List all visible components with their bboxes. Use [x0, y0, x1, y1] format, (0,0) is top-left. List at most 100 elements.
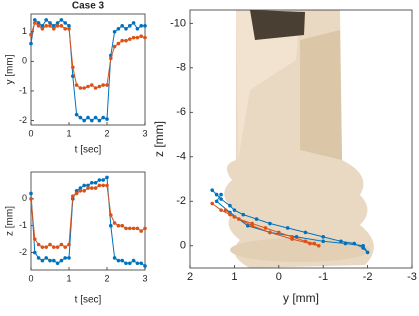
- data-point: [29, 41, 33, 46]
- data-point: [124, 27, 128, 31]
- data-point: [52, 245, 56, 249]
- data-point: [93, 115, 98, 120]
- data-point: [90, 180, 94, 185]
- data-point: [365, 250, 370, 255]
- data-point: [316, 243, 321, 248]
- data-point: [52, 258, 56, 263]
- data-point: [97, 183, 102, 188]
- data-point: [55, 261, 60, 266]
- x-tick-label: 2: [104, 273, 109, 283]
- series-line: [30, 19, 145, 122]
- data-point: [90, 83, 94, 87]
- data-point: [33, 21, 37, 25]
- y-tick-label: -2: [19, 247, 27, 257]
- data-point: [86, 186, 90, 190]
- data-point: [71, 194, 75, 198]
- y-tick-label: -4: [176, 151, 186, 163]
- data-point: [143, 24, 147, 28]
- data-point: [361, 243, 365, 248]
- data-point: [308, 241, 312, 246]
- data-point: [131, 21, 136, 25]
- data-point: [250, 223, 254, 228]
- data-point: [135, 27, 140, 31]
- x-tick-label: 3: [142, 128, 147, 138]
- data-point: [143, 264, 147, 268]
- x-axis-label: y [mm]: [283, 291, 319, 305]
- data-point: [82, 86, 86, 90]
- data-point: [120, 24, 124, 28]
- y-axis-label: z [mm]: [152, 121, 166, 157]
- data-point: [124, 226, 128, 231]
- data-point: [120, 38, 124, 43]
- data-point: [44, 245, 48, 249]
- y-tick-label: -2: [19, 115, 27, 125]
- data-point: [268, 230, 272, 235]
- data-point: [44, 256, 48, 260]
- data-point: [48, 258, 52, 263]
- data-point: [105, 175, 109, 180]
- data-point: [321, 239, 326, 244]
- data-point: [93, 180, 98, 185]
- data-point: [312, 241, 317, 246]
- data-point: [82, 188, 86, 193]
- y-tick-label: -1: [19, 85, 27, 95]
- data-point: [63, 21, 67, 25]
- data-point: [116, 41, 121, 46]
- data-point: [285, 226, 290, 230]
- data-point: [228, 203, 232, 208]
- data-point: [63, 256, 67, 260]
- data-point: [78, 115, 83, 120]
- data-point: [109, 213, 113, 217]
- data-point: [109, 56, 113, 61]
- x-tick-label: 1: [66, 273, 71, 283]
- data-point: [120, 223, 124, 228]
- data-point: [339, 239, 343, 244]
- data-point: [78, 188, 83, 193]
- data-point: [59, 242, 64, 247]
- data-point: [303, 239, 308, 244]
- data-point: [67, 27, 71, 31]
- data-point: [59, 24, 64, 28]
- chart-title: Case 3: [72, 1, 105, 12]
- data-point: [74, 83, 79, 87]
- x-tick-label: 2: [187, 271, 193, 283]
- data-point: [143, 226, 147, 231]
- data-point: [124, 261, 128, 266]
- y-tick-label: 0: [22, 193, 27, 203]
- data-point: [55, 24, 60, 28]
- data-point: [105, 183, 109, 188]
- data-point: [52, 24, 56, 28]
- data-point: [101, 178, 105, 182]
- data-point: [228, 212, 232, 217]
- data-point: [71, 65, 75, 70]
- data-point: [78, 86, 83, 90]
- data-point: [90, 118, 94, 123]
- data-point: [116, 223, 121, 228]
- data-point: [303, 230, 308, 235]
- data-point: [101, 115, 105, 120]
- data-point: [120, 258, 124, 263]
- x-tick-label: 1: [231, 271, 237, 283]
- x-axis-label: t [sec]: [75, 145, 102, 156]
- data-point: [44, 18, 48, 22]
- data-point: [116, 27, 121, 31]
- data-point: [82, 183, 86, 188]
- y-tick-label: -6: [176, 106, 186, 118]
- data-point: [59, 18, 64, 22]
- data-point: [131, 226, 136, 231]
- data-point: [36, 24, 41, 28]
- series-line: [30, 176, 146, 267]
- data-point: [33, 237, 37, 241]
- x-tick-label: -1: [318, 271, 328, 283]
- x-tick-label: -3: [407, 271, 417, 283]
- data-point: [67, 24, 71, 28]
- y-tick-label: 1: [22, 26, 27, 36]
- data-point: [86, 84, 90, 89]
- data-point: [112, 256, 117, 260]
- x-tick-label: 0: [28, 128, 33, 138]
- data-point: [131, 35, 136, 40]
- data-point: [48, 24, 52, 28]
- data-point: [131, 258, 136, 263]
- y-tick-label: 0: [180, 240, 186, 252]
